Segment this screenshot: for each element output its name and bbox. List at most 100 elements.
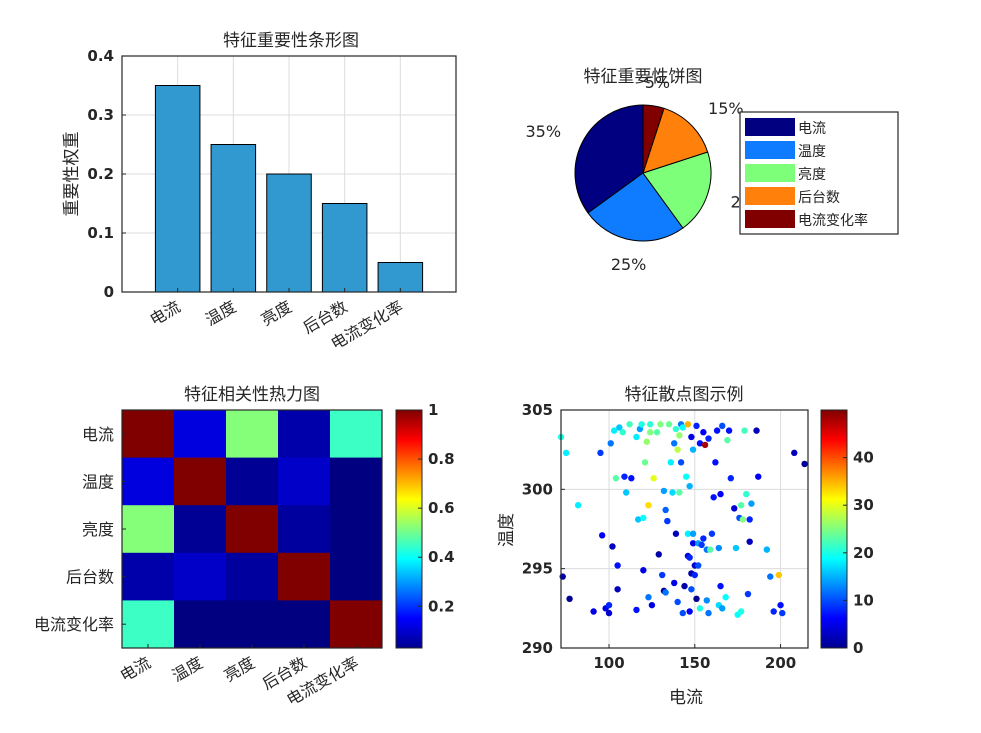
- heatmap-cell: [226, 552, 279, 601]
- heatmap-row-label: 电流变化率: [34, 615, 114, 634]
- scatter-point: [686, 554, 693, 561]
- heatmap-col-label: 电流: [117, 653, 154, 685]
- scatter-ytick-label: 295: [522, 560, 553, 578]
- scatter-point: [717, 582, 724, 590]
- heatmap-col-label: 亮度: [221, 653, 258, 685]
- scatter-point: [779, 609, 786, 617]
- heatmap-row-label: 温度: [82, 472, 114, 491]
- heatmap-cell: [122, 410, 175, 459]
- heatmap-cell: [174, 410, 227, 459]
- scatter-point: [746, 538, 753, 545]
- scatter-point: [671, 440, 678, 447]
- scatter-point: [646, 421, 654, 428]
- heatmap-colorbar-label: 1: [428, 401, 438, 419]
- scatter-point: [691, 571, 698, 579]
- heatmap-cell: [278, 505, 331, 554]
- heatmap-cell: [278, 457, 331, 506]
- scatter-point: [801, 460, 808, 468]
- scatter-point: [671, 579, 678, 587]
- scatter-point: [672, 425, 680, 433]
- scatter-point: [746, 516, 753, 523]
- scatter-point: [712, 459, 719, 466]
- bar-chart-title: 特征重要性条形图: [223, 31, 359, 51]
- scatter-colorbar-label: 40: [853, 449, 874, 467]
- pie-slice: [574, 104, 644, 214]
- scatter-point: [744, 590, 752, 598]
- pie-percent-label: 25%: [611, 255, 647, 274]
- heatmap-cell: [330, 410, 383, 459]
- scatter-point: [655, 551, 662, 558]
- scatter-point: [621, 473, 628, 480]
- scatter-point: [701, 441, 709, 449]
- scatter-point: [616, 424, 623, 431]
- scatter-point: [763, 546, 771, 553]
- scatter-point: [741, 427, 748, 434]
- scatter-point: [689, 540, 697, 547]
- scatter-point: [775, 571, 783, 579]
- pie-slice: [642, 104, 665, 174]
- heatmap-cell: [330, 600, 383, 649]
- scatter-point: [705, 609, 712, 617]
- scatter-point: [659, 571, 666, 579]
- scatter-point: [770, 608, 777, 615]
- heatmap-row-label: 电流: [82, 425, 114, 444]
- scatter-point: [722, 594, 729, 601]
- scatter-point: [633, 606, 640, 614]
- pie-legend-label: 亮度: [798, 166, 826, 183]
- scatter-point: [614, 562, 621, 569]
- heatmap-cell: [174, 457, 227, 506]
- scatter-colorbar-label: 30: [853, 496, 874, 514]
- pie-legend-label: 电流: [798, 121, 826, 137]
- heatmap-cell: [122, 457, 175, 506]
- scatter-point: [662, 506, 669, 514]
- scatter-ytick-label: 290: [522, 639, 553, 657]
- scatter-xtick-label: 100: [593, 654, 624, 672]
- bar-ytick-label: 0: [104, 283, 114, 301]
- scatter-point: [645, 502, 652, 509]
- scatter-point: [725, 427, 733, 434]
- scatter-point: [650, 475, 657, 482]
- pie-legend-swatch: [745, 187, 795, 205]
- scatter-point: [705, 435, 712, 442]
- scatter-point: [597, 449, 604, 457]
- scatter-point: [674, 446, 681, 453]
- scatter-point: [619, 429, 626, 436]
- scatter-xlabel: 电流: [669, 688, 703, 708]
- pie-percent-label: 5%: [645, 73, 670, 92]
- scatter-point: [590, 608, 597, 615]
- scatter-point: [737, 502, 745, 509]
- scatter-xtick-label: 150: [679, 654, 710, 672]
- heatmap-cell: [330, 457, 383, 506]
- scatter-point: [696, 440, 704, 447]
- pie-percent-label: 35%: [525, 122, 561, 141]
- scatter-point: [669, 489, 676, 496]
- pie-legend-label: 电流变化率: [798, 212, 868, 229]
- scatter-point: [566, 595, 573, 603]
- scatter-point: [708, 530, 716, 537]
- scatter-point: [679, 609, 686, 617]
- scatter-colorbar-label: 20: [853, 544, 874, 562]
- scatter-point: [700, 429, 707, 436]
- scatter-point: [653, 429, 661, 436]
- heatmap-colorbar-label: 0.6: [428, 499, 455, 517]
- scatter-point: [665, 421, 673, 428]
- scatter-ytick-label: 305: [522, 401, 553, 419]
- scatter-point: [605, 609, 613, 617]
- bar-xtick-label: 电流: [146, 297, 183, 329]
- scatter-point: [640, 567, 647, 574]
- scatter-point: [574, 502, 582, 509]
- heatmap-cell: [226, 505, 279, 554]
- scatter-point: [719, 422, 726, 430]
- pie-legend-swatch: [745, 118, 795, 136]
- scatter-point: [598, 532, 606, 539]
- heatmap-colorbar-label: 0.8: [428, 450, 455, 468]
- scatter-point: [695, 562, 702, 569]
- scatter-point: [679, 424, 686, 431]
- heatmap-title: 特征相关性热力图: [184, 385, 320, 405]
- heatmap-cell: [174, 600, 227, 649]
- heatmap-colorbar-label: 0.2: [428, 597, 455, 615]
- scatter-point: [713, 427, 721, 434]
- scatter-point: [614, 586, 621, 593]
- bar-ytick-label: 0.4: [87, 47, 114, 65]
